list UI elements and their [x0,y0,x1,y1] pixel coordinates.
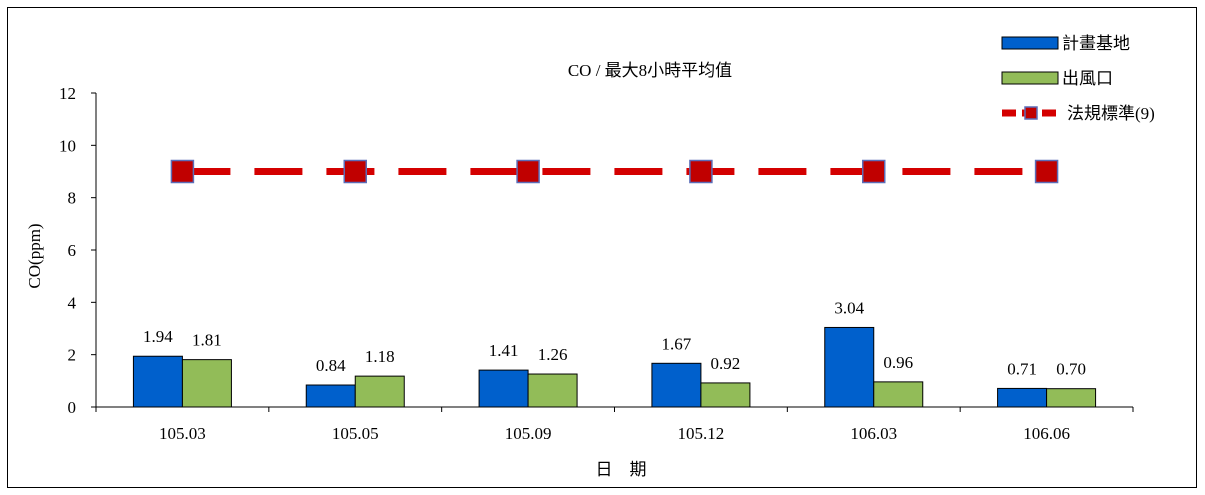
data-label: 1.94 [143,327,173,346]
data-label: 1.67 [662,334,692,353]
legend-swatch-site [1001,36,1059,50]
data-label: 0.92 [711,354,741,373]
bar-outlet [873,381,924,408]
data-label: 0.84 [316,356,346,375]
bar-outlet [181,359,232,408]
bar-outlet [354,375,405,408]
bar-site [997,387,1048,408]
x-tick-label: 106.03 [850,424,897,443]
legend-marker-standard [1024,106,1038,120]
chart-title: CO / 最大8小時平均值 [568,61,732,80]
standard-marker [170,159,195,184]
legend-swatch-outlet [1001,71,1059,85]
x-tick-label: 106.06 [1023,424,1070,443]
standard-marker [516,159,540,184]
plot-area: 0 2 4 6 8 10 12 105.03 105.05 105.09 105.12 106.03 1… [59,84,1134,443]
x-tick-label: 105.09 [505,424,552,443]
bar-site [651,362,702,408]
x-tick-label: 105.05 [332,424,379,443]
y-tick-label: 2 [68,346,77,365]
data-label: 1.26 [538,345,568,364]
standard-marker [862,159,886,184]
legend-label: 法規標準(9) [1067,104,1155,123]
legend-label: 計畫基地 [1062,34,1130,53]
data-label: 1.18 [365,347,395,366]
data-label: 1.41 [489,341,519,360]
standard-marker [1034,159,1059,184]
bar-site [478,369,529,408]
bar-site [824,326,875,408]
x-axis-label: 日 期 [596,460,647,479]
data-label: 0.71 [1007,359,1037,378]
legend-label: 出風口 [1062,69,1113,88]
bar-outlet [1046,388,1097,408]
y-tick-label: 10 [59,136,76,155]
bar-outlet [700,382,751,408]
data-label: 0.70 [1056,360,1086,379]
y-tick-label: 4 [68,293,77,312]
y-tick-label: 0 [68,398,77,417]
x-tick-label: 105.12 [678,424,725,443]
y-tick-label: 12 [59,84,76,103]
x-tick-label: 105.03 [159,424,206,443]
data-label: 1.81 [192,331,222,350]
chart-frame [7,7,1197,488]
bar-site [305,384,356,408]
data-label: 3.04 [834,298,864,317]
y-tick-label: 8 [68,189,77,208]
standard-marker [689,159,713,184]
bar-outlet [527,373,578,408]
data-label: 0.96 [883,353,913,372]
standard-marker [343,159,367,184]
bar-site [132,355,183,408]
y-axis-label: CO(ppm) [25,223,44,288]
y-tick-label: 6 [68,241,77,260]
